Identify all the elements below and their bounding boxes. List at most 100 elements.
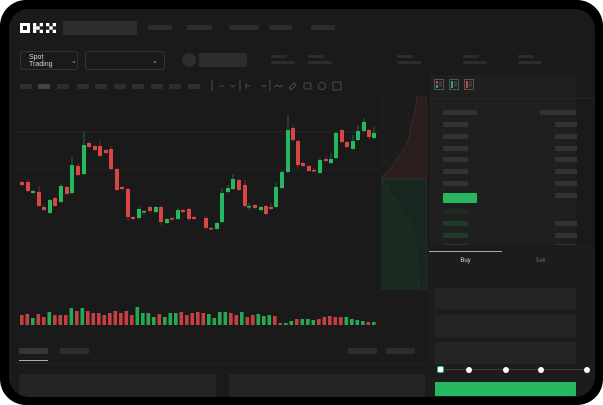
slider-stop-25[interactable] <box>466 367 472 373</box>
filter-button[interactable] <box>386 348 415 354</box>
interval-button[interactable] <box>77 84 89 89</box>
candle-body <box>187 209 191 219</box>
candle-up <box>220 188 224 223</box>
trading-mode-dropdown[interactable]: Spot Trading ⌄ <box>20 51 78 70</box>
line-tool-icon[interactable] <box>273 84 284 88</box>
candle-body <box>367 130 371 137</box>
order-book-view-toggles[interactable] <box>434 79 479 91</box>
search-bar[interactable] <box>63 21 137 35</box>
candle-down <box>301 162 305 167</box>
interval-button[interactable] <box>95 84 107 89</box>
ask-row-price <box>443 157 468 162</box>
interval-button[interactable] <box>132 84 144 89</box>
candle-body <box>109 149 113 169</box>
both-sides-icon[interactable] <box>434 79 444 90</box>
slider-stop-100[interactable] <box>584 367 590 373</box>
volume-bar-up <box>135 307 140 325</box>
settings-icon[interactable] <box>318 82 326 90</box>
amount-slider[interactable] <box>437 366 590 374</box>
candle-body <box>209 228 213 230</box>
bid-row-price <box>443 233 468 238</box>
amount-input[interactable] <box>435 315 576 337</box>
buy-button[interactable] <box>435 382 576 396</box>
volume-bar-down <box>97 313 101 325</box>
candle-body <box>159 207 163 222</box>
total-input[interactable] <box>435 342 576 364</box>
candle-down <box>192 216 196 220</box>
slider-handle[interactable] <box>437 366 444 373</box>
volume-bar-up <box>350 319 354 325</box>
candle-body <box>329 159 333 163</box>
candle-down <box>126 188 130 221</box>
camera-icon[interactable] <box>303 82 312 90</box>
price-placeholder <box>199 53 247 67</box>
candle-body <box>104 150 108 153</box>
price-input[interactable] <box>435 288 576 309</box>
nav-item[interactable] <box>269 25 292 30</box>
candle-up <box>165 218 169 224</box>
trading-mode-label: Spot Trading <box>29 53 53 68</box>
interval-button[interactable] <box>20 84 32 89</box>
okx-logo-icon <box>20 23 56 33</box>
bids-only-icon[interactable] <box>449 79 459 90</box>
fullscreen-icon[interactable] <box>332 81 342 91</box>
volume-bar-down <box>251 315 255 325</box>
header-amount <box>540 110 576 115</box>
filter-button[interactable] <box>348 348 377 354</box>
volume-bar-down <box>58 315 63 325</box>
candle-up <box>154 206 158 213</box>
tab-sell[interactable]: Sell <box>535 258 546 264</box>
candle-body <box>48 200 52 213</box>
volume-bar-up <box>344 317 349 325</box>
candle-body <box>296 141 300 165</box>
asks-only-icon[interactable] <box>464 79 474 90</box>
candle-body <box>215 223 219 229</box>
candle-down <box>324 156 328 162</box>
chevron-down-icon[interactable] <box>261 84 267 88</box>
chevron-down-icon[interactable] <box>230 84 236 88</box>
app-screen: Spot Trading ⌄ ⌄ <box>9 9 595 397</box>
interval-button[interactable] <box>151 84 163 89</box>
stat-label <box>463 55 479 58</box>
candlestick-chart[interactable] <box>9 9 595 397</box>
interval-button[interactable] <box>38 84 50 89</box>
nav-item[interactable] <box>148 25 172 30</box>
indicator-icon[interactable] <box>245 83 250 89</box>
nav-item[interactable] <box>311 25 335 30</box>
pair-dropdown[interactable]: ⌄ <box>85 51 165 70</box>
volume-bar-up <box>168 313 173 325</box>
tab-order-history[interactable] <box>60 348 89 354</box>
candle-down <box>115 168 119 191</box>
stat-label <box>397 55 413 58</box>
candle-up <box>372 127 376 139</box>
ask-row-amount <box>555 181 577 186</box>
candle-body <box>362 122 366 131</box>
ask-row-price <box>443 181 468 186</box>
candle-body <box>126 189 130 217</box>
candle-down <box>253 204 257 209</box>
ask-row-amount <box>555 146 577 151</box>
candle-up <box>356 125 360 141</box>
interval-button[interactable] <box>169 84 181 89</box>
candle-down <box>42 205 46 211</box>
volume-bar-down <box>322 317 327 325</box>
candle-up <box>329 153 333 164</box>
candle-body <box>65 187 69 194</box>
ruler-icon[interactable] <box>288 82 297 91</box>
interval-button[interactable] <box>188 84 200 89</box>
volume-bar-down <box>53 315 57 325</box>
candle-up <box>48 199 52 214</box>
slider-stop-50[interactable] <box>503 367 509 373</box>
volume-bar-up <box>80 308 85 325</box>
nav-item[interactable] <box>229 25 259 30</box>
tab-open-orders[interactable] <box>19 348 48 354</box>
volume-bar-up <box>163 317 167 325</box>
interval-button[interactable] <box>57 84 69 89</box>
nav-item[interactable] <box>187 25 212 30</box>
okx-logo[interactable] <box>20 21 57 33</box>
tab-buy[interactable]: Buy <box>460 258 471 264</box>
interval-button[interactable] <box>114 84 126 89</box>
slider-stop-75[interactable] <box>538 367 544 373</box>
candle-up <box>259 206 263 211</box>
candle-down <box>367 129 371 139</box>
